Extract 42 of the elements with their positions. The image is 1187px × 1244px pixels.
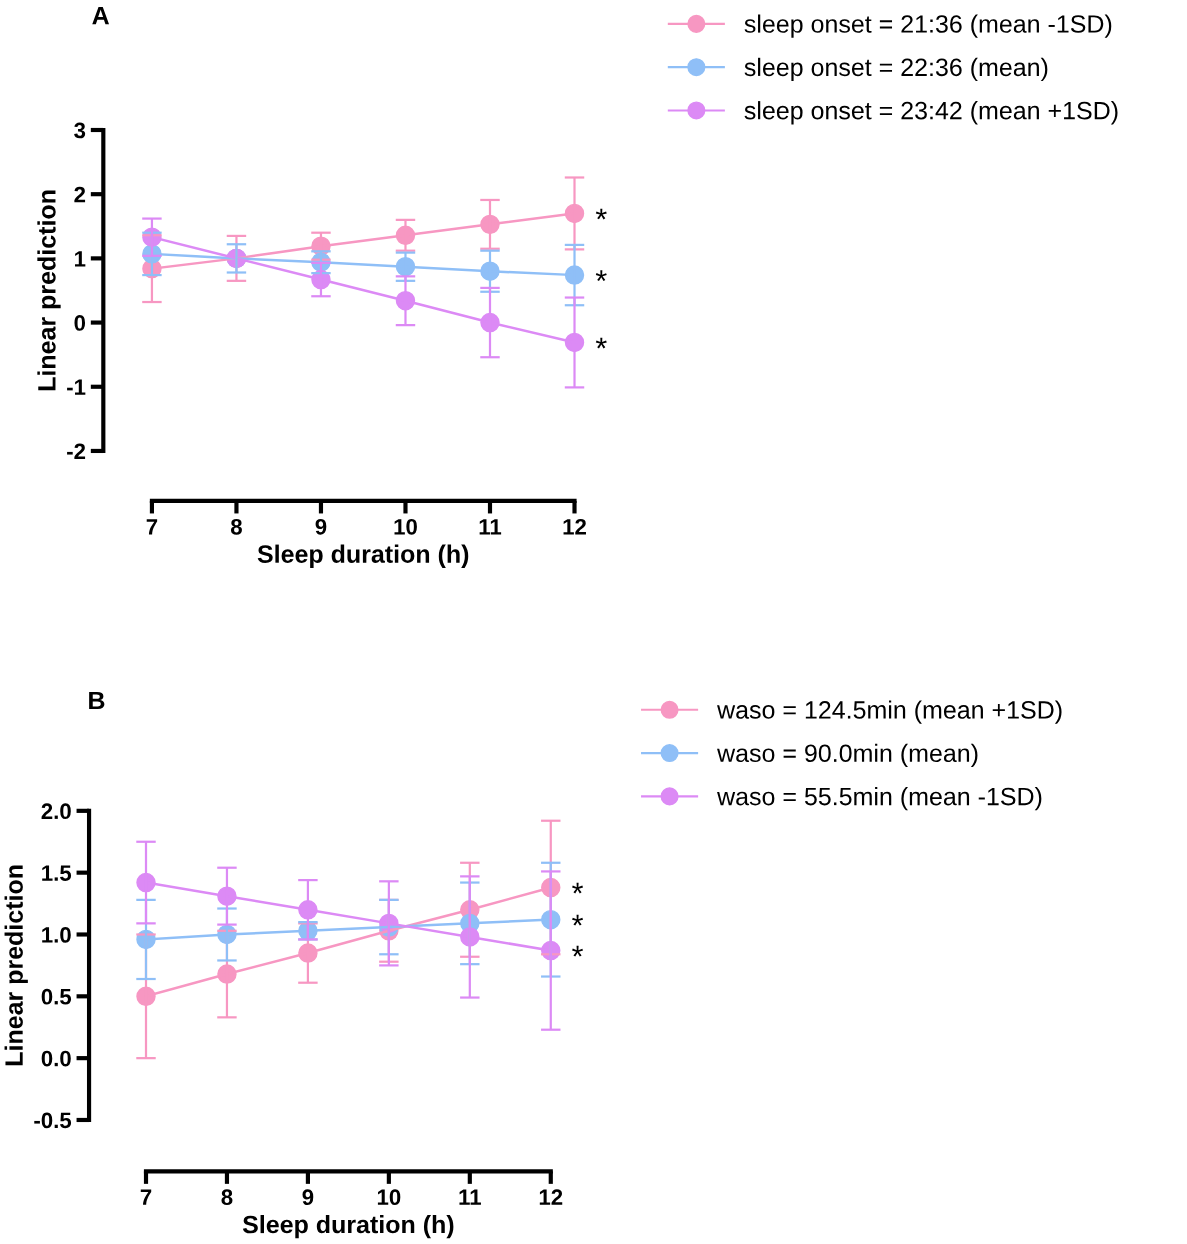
y-tick-label: -0.5 [34, 1112, 72, 1129]
text: * [572, 882, 584, 894]
legend-label: waso = 55.5min (mean -1SD) [717, 787, 1042, 811]
y-tick-label: 3 [74, 122, 86, 139]
text: * [595, 270, 607, 282]
y-tick-label: 1 [75, 251, 86, 267]
legend-label: waso = 90.0min (mean) [717, 743, 978, 768]
legend-label: sleep onset = 21:36 (mean -1SD) [744, 14, 1112, 38]
legend-label: sleep onset = 22:36 (mean) [744, 57, 1048, 82]
x-tick-label: 12 [563, 518, 586, 535]
legend-label: waso = 124.5min (mean +1SD) [717, 700, 1062, 724]
text: * [572, 945, 584, 957]
legend-label: sleep onset = 23:42 (mean +1SD) [744, 101, 1118, 125]
x-tick-label: 9 [302, 1189, 314, 1206]
x-tick-label: 8 [230, 518, 242, 535]
x-tick-label: 12 [539, 1189, 563, 1205]
y-tick-label: 0.5 [41, 988, 72, 1005]
y-tick-label: 2 [74, 186, 86, 203]
x-tick-label: 11 [479, 519, 502, 535]
y-axis-title: Linear prediction [37, 190, 61, 391]
text: A [92, 6, 110, 25]
text: * [572, 914, 584, 926]
x-tick-label: 7 [140, 1189, 152, 1205]
y-tick-label: -2 [67, 443, 86, 459]
y-tick-label: 1.0 [42, 927, 71, 943]
y-axis-title: Linear prediction [4, 865, 28, 1066]
y-tick-label: 0.0 [41, 1050, 71, 1067]
y-tick-label: -1 [67, 379, 86, 395]
text: * [595, 337, 607, 349]
x-tick-label: 8 [221, 1189, 233, 1206]
x-tick-label: 10 [394, 518, 417, 535]
x-tick-label: 10 [377, 1189, 401, 1206]
y-tick-label: 0 [74, 315, 86, 331]
x-tick-label: 11 [459, 1189, 481, 1205]
x-tick-label: 9 [315, 518, 327, 535]
y-tick-label: 2.0 [41, 803, 71, 820]
text: * [595, 208, 607, 220]
x-tick-label: 7 [146, 519, 158, 535]
text: B [89, 691, 105, 710]
y-tick-label: 1.5 [42, 865, 72, 881]
x-axis-title: Sleep duration (h) [257, 544, 469, 568]
x-axis-title: Sleep duration (h) [242, 1214, 454, 1239]
